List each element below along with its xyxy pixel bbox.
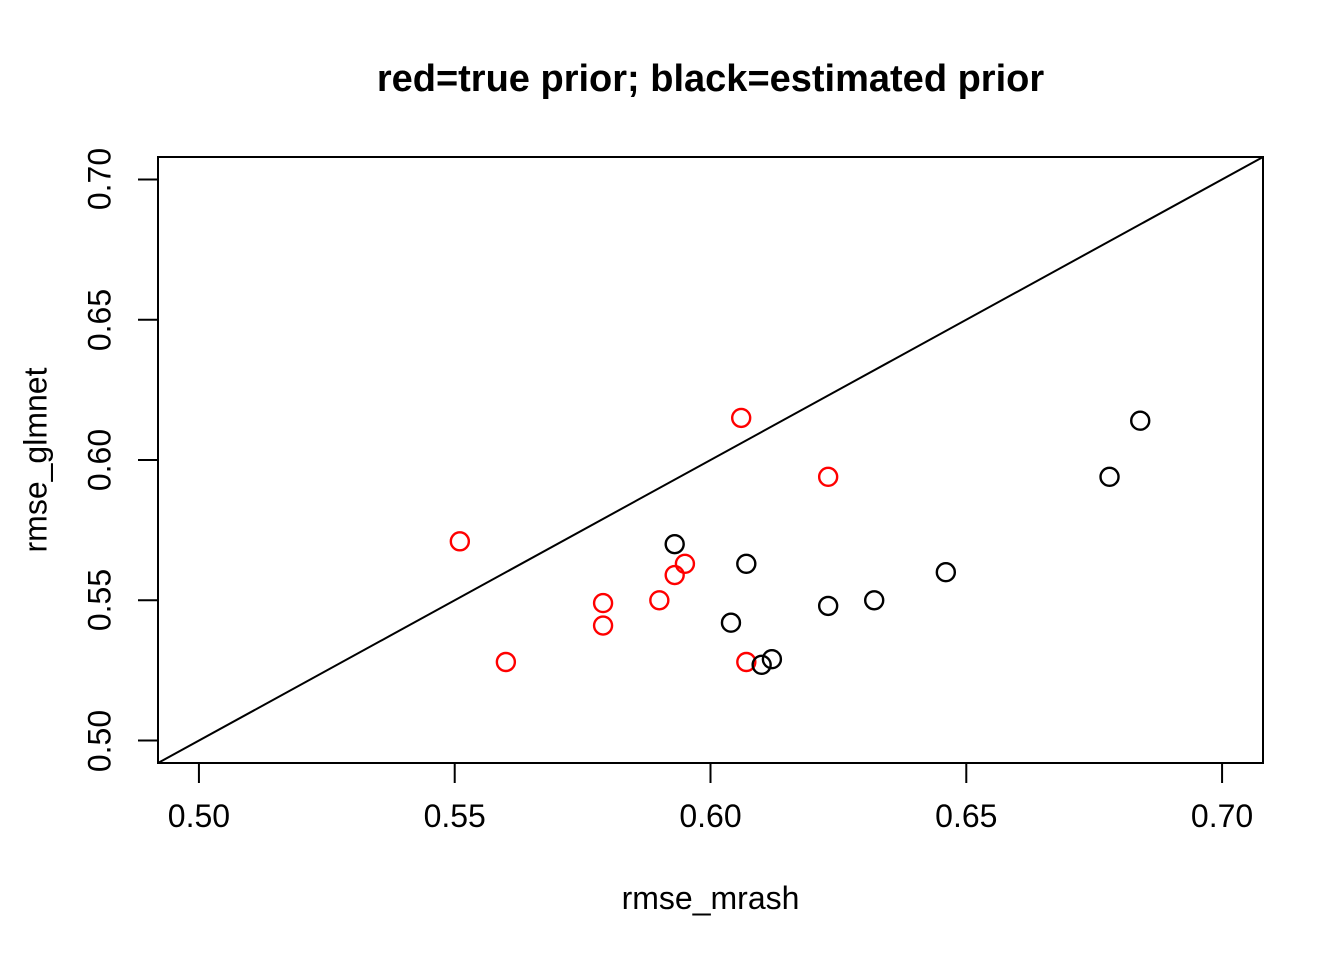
data-point-estimated-prior [720, 612, 742, 633]
data-point-estimated-prior [761, 648, 783, 670]
identity-reference-line [157, 156, 1264, 764]
data-point-true-prior [736, 651, 757, 673]
data-point-estimated-prior [1130, 410, 1151, 431]
data-point-estimated-prior [935, 562, 957, 583]
data-point-true-prior [664, 564, 685, 586]
chart-title: red=true prior; black=estimated prior [376, 58, 1045, 100]
x-tick-label: 0.70 [1190, 798, 1254, 834]
x-tick-label: 0.50 [167, 798, 231, 834]
data-point-true-prior [730, 407, 752, 429]
data-point-true-prior [449, 531, 471, 552]
data-point-true-prior [817, 466, 839, 488]
y-tick-label: 0.60 [81, 428, 118, 492]
data-point-estimated-prior [864, 590, 885, 611]
x-tick-label: 0.65 [935, 798, 998, 834]
data-point-estimated-prior [817, 595, 839, 617]
data-point-estimated-prior [751, 654, 772, 676]
data-point-true-prior [649, 590, 670, 611]
y-tick-label: 0.55 [81, 569, 118, 632]
data-point-estimated-prior [664, 533, 685, 555]
y-tick-label: 0.70 [81, 148, 118, 211]
x-axis-label: rmse_mrash [621, 880, 800, 916]
y-tick-label: 0.65 [81, 288, 118, 351]
data-point-true-prior [674, 553, 696, 575]
data-point-true-prior [592, 615, 614, 636]
data-point-true-prior [495, 651, 517, 673]
y-tick-label: 0.50 [81, 709, 118, 772]
data-point-true-prior [592, 592, 614, 614]
x-tick-label: 0.55 [423, 798, 486, 834]
data-point-estimated-prior [736, 553, 757, 575]
x-tick-label: 0.60 [679, 798, 742, 834]
data-point-estimated-prior [1099, 466, 1120, 488]
